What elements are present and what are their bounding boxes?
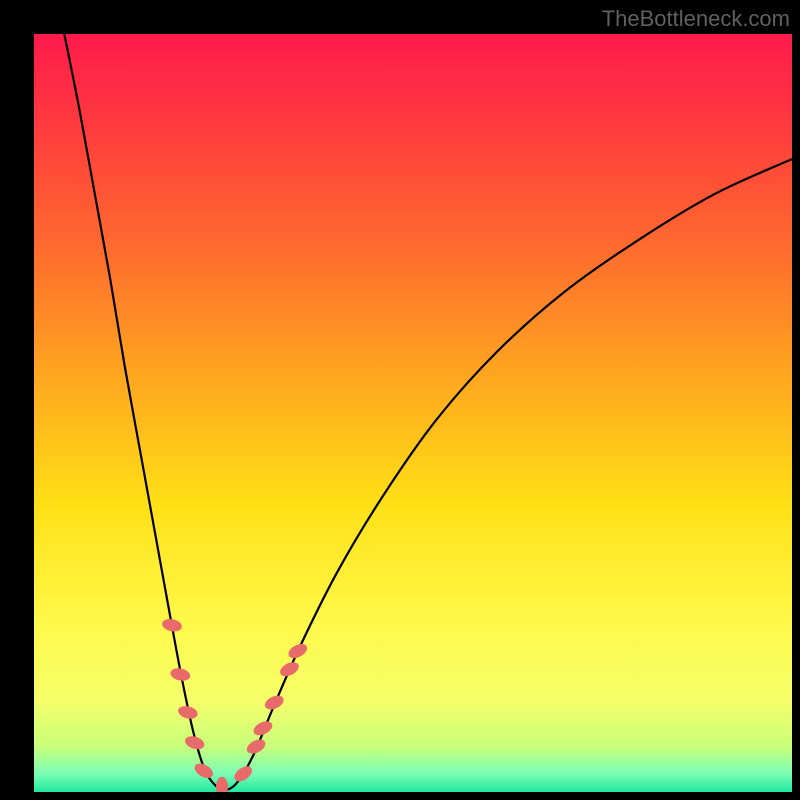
watermark-text: TheBottleneck.com <box>602 6 790 32</box>
chart-background <box>34 34 792 792</box>
bottleneck-chart <box>34 34 792 792</box>
chart-svg <box>34 34 792 792</box>
